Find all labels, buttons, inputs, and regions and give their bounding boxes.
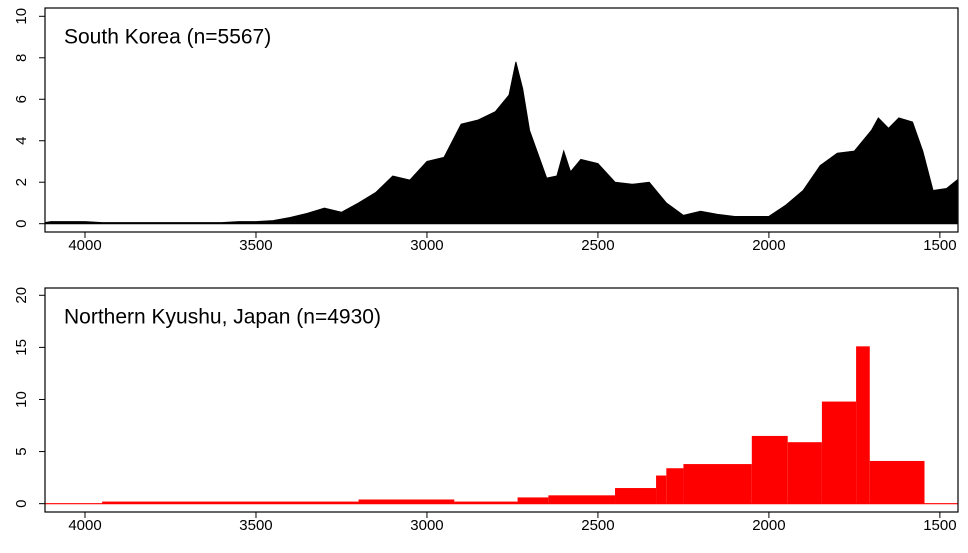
y-tick-label: 6 <box>13 95 30 103</box>
x-tick-label: 3000 <box>410 237 443 254</box>
x-tick-label: 3500 <box>239 517 272 534</box>
bar <box>454 501 518 504</box>
x-tick-label: 4000 <box>68 517 101 534</box>
bar <box>683 464 752 504</box>
y-tick-label: 10 <box>13 391 30 408</box>
bar <box>821 401 857 504</box>
x-tick-label: 2500 <box>581 517 614 534</box>
y-tick-label: 2 <box>13 178 30 186</box>
bar <box>869 460 925 504</box>
bar <box>656 475 667 504</box>
x-tick-label: 3000 <box>410 517 443 534</box>
bar <box>548 495 616 504</box>
area <box>44 61 958 225</box>
bar <box>751 435 788 504</box>
y-tick-label: 4 <box>13 137 30 145</box>
x-tick-label: 4000 <box>68 237 101 254</box>
y-tick-label: 10 <box>13 8 30 25</box>
x-tick-label: 2000 <box>752 517 785 534</box>
y-tick-label: 20 <box>13 287 30 304</box>
x-tick-label: 2000 <box>752 237 785 254</box>
x-tick-label: 3500 <box>239 237 272 254</box>
bar <box>856 346 870 504</box>
bar <box>615 488 657 504</box>
y-tick-label: 5 <box>13 447 30 455</box>
plot-frame <box>44 287 959 513</box>
panel-title: Northern Kyushu, Japan (n=4930) <box>64 306 381 329</box>
x-tick-label: 2500 <box>581 237 614 254</box>
y-tick-label: 8 <box>13 54 30 62</box>
x-tick-label: 1500 <box>923 517 956 534</box>
y-tick-label: 0 <box>13 499 30 507</box>
bar <box>358 499 455 504</box>
plot-frame <box>44 7 959 233</box>
y-tick-label: 15 <box>13 339 30 356</box>
bar <box>787 442 822 504</box>
bar <box>666 468 684 504</box>
bar <box>102 501 359 504</box>
bar <box>517 497 549 504</box>
y-tick-label: 0 <box>13 220 30 228</box>
x-tick-label: 1500 <box>923 237 956 254</box>
panel-title: South Korea (n=5567) <box>64 26 271 49</box>
